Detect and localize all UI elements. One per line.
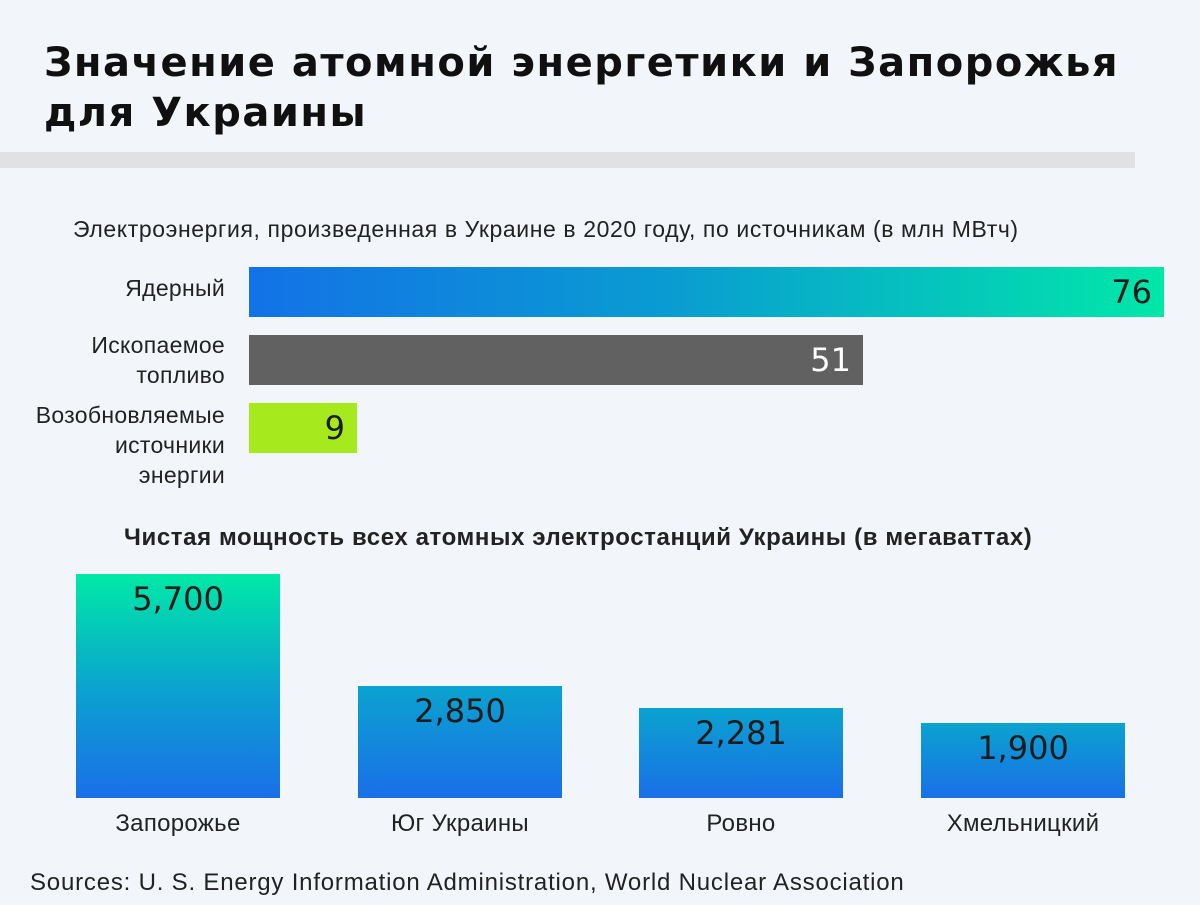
bar [76,574,280,798]
data-label: 1,900 [977,729,1069,767]
category-label: Ровно [706,810,776,837]
bar [639,708,843,798]
data-label: 2,281 [695,714,787,752]
bar-label: Ископаемое топливо [91,332,225,388]
title-divider [0,152,1135,168]
category-label: Запорожье [115,810,241,837]
source-note: Sources: U. S. Energy Information Admini… [30,869,905,896]
data-label: 51 [810,341,851,379]
capacity-chart-title: Чистая мощность всех атомных электростан… [124,524,1033,551]
data-label: 9 [324,409,345,447]
bar [249,267,1164,317]
bar-label: Ядерный [125,275,225,301]
data-label: 5,700 [132,580,224,618]
data-label: 2,850 [414,692,506,730]
bar [358,686,562,798]
category-label: Хмельницкий [946,810,1100,837]
bar-label: Возобновляемые источники энергии [35,402,225,488]
bar [249,403,357,453]
data-label: 76 [1111,273,1152,311]
bar [921,723,1125,798]
bar [249,335,863,385]
category-label: Юг Украины [391,810,529,837]
generation-chart-title: Электроэнергия, произведенная в Украине … [73,216,1019,242]
chart-title: Значение атомной энергетики и Запорожья … [44,40,1120,136]
